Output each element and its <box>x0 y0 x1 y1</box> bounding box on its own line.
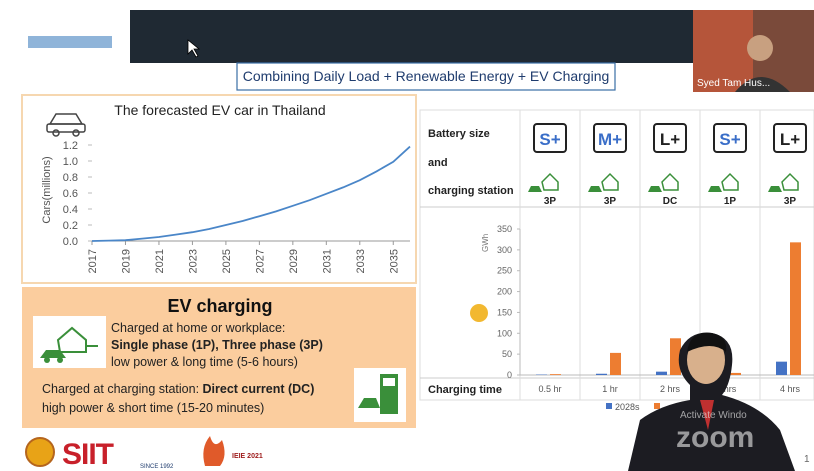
bar <box>790 242 801 375</box>
x-tick-label: 2023 <box>187 249 199 273</box>
ev-station-1: Charged at charging station: Direct curr… <box>42 382 314 396</box>
y-tick-label: 100 <box>497 328 512 338</box>
bar <box>610 353 621 375</box>
ev-station-prefix: Charged at charging station: <box>42 382 203 396</box>
y-tick-label: 350 <box>497 224 512 234</box>
page-number: 1 <box>804 454 810 465</box>
y-axis-label: Cars(millions) <box>41 156 53 223</box>
time-label: Charging time <box>428 384 502 396</box>
y-tick-label: 0.6 <box>63 188 78 200</box>
ev-home-2: Single phase (1P), Three phase (3P) <box>111 338 323 352</box>
bar <box>656 372 667 375</box>
y-tick-label: 200 <box>497 287 512 297</box>
y-tick-label: 0.0 <box>63 236 78 248</box>
y-tick-label: 50 <box>502 349 512 359</box>
siit-logo: SIIT <box>62 438 114 471</box>
bar <box>550 374 561 375</box>
battery-size: S+ <box>539 130 560 149</box>
y-tick-label: 0.2 <box>63 220 78 232</box>
x-tick-label: 2027 <box>254 249 266 273</box>
legend-swatch <box>606 403 612 409</box>
siit-since: SINCE 1992 <box>140 464 174 470</box>
y-tick-label: 150 <box>497 307 512 317</box>
y-tick-label: 0 <box>507 370 512 380</box>
webcam-face <box>747 35 773 61</box>
activation-text: Activate Windo <box>680 410 747 421</box>
ev-home-3: low power & long time (5-6 hours) <box>111 355 298 369</box>
legend-label: 2028s <box>615 402 640 412</box>
x-tick-label: 2019 <box>120 249 132 273</box>
x-tick-label: 4 hrs <box>780 384 801 394</box>
ev-station-bold: Direct current (DC) <box>203 382 315 396</box>
screen: Syed Tam Hus... Combining Daily Load + R… <box>0 0 814 471</box>
y-tick-label: 1.0 <box>63 156 78 168</box>
x-tick-label: 2029 <box>288 249 300 273</box>
participant-name: Syed Tam Hus... <box>697 78 770 89</box>
x-tick-label: 0.5 hr <box>538 384 561 394</box>
battery-size: M+ <box>598 130 622 149</box>
x-tick-label: 2025 <box>221 249 233 273</box>
x-tick-label: 1 hr <box>602 384 618 394</box>
zoom-watermark: zoom <box>676 421 754 454</box>
home-charging-icon <box>33 316 106 368</box>
ev-heading: EV charging <box>167 296 272 316</box>
page: Syed Tam Hus... Combining Daily Load + R… <box>0 0 814 471</box>
bar <box>776 362 787 375</box>
ev-station-2: high power & short time (15-20 minutes) <box>42 401 264 415</box>
charging-type: 3P <box>784 196 797 207</box>
bolt-icon <box>470 304 488 322</box>
row-label: Battery size <box>428 128 490 140</box>
row-label: and <box>428 157 448 169</box>
row-label: charging station <box>428 185 514 197</box>
y-tick-label: 1.2 <box>63 140 78 152</box>
x-tick-label: 2 hrs <box>660 384 681 394</box>
y-tick-label: 300 <box>497 245 512 255</box>
battery-size: S+ <box>719 130 740 149</box>
battery-size: L+ <box>780 130 800 149</box>
station-icon <box>354 368 406 422</box>
slide-title: Combining Daily Load + Renewable Energy … <box>243 68 610 84</box>
x-tick-label: 2017 <box>87 249 99 273</box>
x-tick-label: 2031 <box>321 249 333 273</box>
y-tick-label: 0.4 <box>63 204 78 216</box>
chart-title: The forecasted EV car in Thailand <box>114 102 325 118</box>
university-logo <box>26 438 54 466</box>
y-axis-label: GWh <box>481 234 490 252</box>
accent-bar <box>28 36 112 48</box>
charging-type: 3P <box>604 196 617 207</box>
x-tick-label: 2033 <box>355 249 367 273</box>
y-tick-label: 0.8 <box>63 172 78 184</box>
charging-type: 1P <box>724 196 737 207</box>
ieie-logo: IEIE 2021 <box>232 453 263 460</box>
charging-type: 3P <box>544 196 557 207</box>
ev-home-1: Charged at home or workplace: <box>111 321 285 335</box>
x-tick-label: 2035 <box>388 249 400 273</box>
bar <box>596 374 607 375</box>
battery-size: L+ <box>660 130 680 149</box>
y-tick-label: 250 <box>497 266 512 276</box>
charging-type: DC <box>663 196 677 207</box>
legend-swatch <box>654 403 660 409</box>
bar <box>730 373 741 375</box>
x-tick-label: 2021 <box>154 249 166 273</box>
